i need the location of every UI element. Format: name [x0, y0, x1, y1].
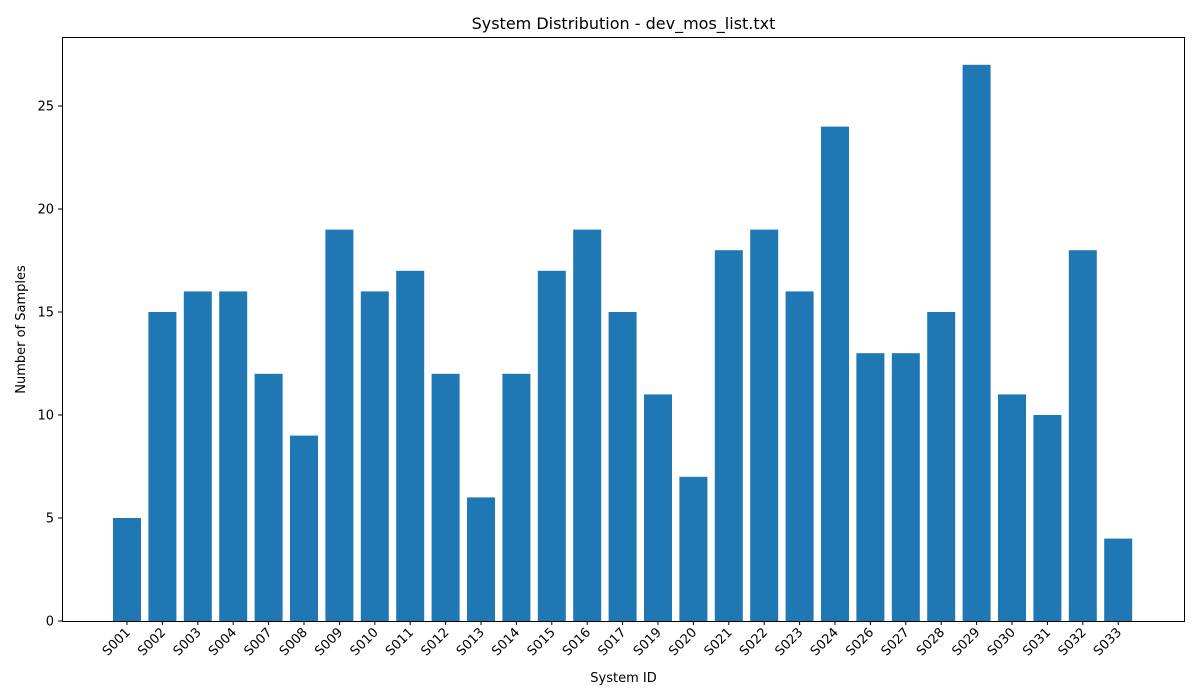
bar-s022	[750, 229, 779, 622]
x-tick-label: S028	[914, 625, 948, 659]
y-axis-label: Number of Samples	[14, 265, 29, 394]
bar-s009	[325, 229, 354, 622]
bar-s013	[467, 497, 495, 621]
y-tick-label: 25	[37, 100, 54, 115]
bar-s020	[679, 476, 708, 621]
chart-title: System Distribution - dev_mos_list.txt	[472, 14, 776, 34]
x-tick-label: S010	[348, 625, 382, 659]
x-axis: S001 S002 S003 S004 S007 S008 S009 S010 S011 S012…	[100, 621, 1125, 659]
x-tick-label: S029	[949, 625, 983, 659]
bar-s008	[290, 435, 318, 621]
plot-frame	[62, 37, 1185, 622]
bar-s001	[113, 518, 141, 621]
bar-s012	[431, 373, 460, 621]
bar-s010	[360, 291, 389, 621]
bar-s029	[962, 64, 991, 621]
y-tick-label: 0	[46, 615, 54, 630]
x-tick-label: S031	[1020, 625, 1054, 659]
x-tick-label: S027	[879, 625, 913, 659]
x-tick-label: S001	[100, 625, 134, 659]
x-tick-label: S020	[666, 625, 700, 659]
x-axis-label: System ID	[590, 671, 656, 686]
x-tick-label: S011	[383, 625, 417, 659]
y-tick-label: 20	[37, 203, 54, 218]
x-tick-label: S032	[1056, 625, 1090, 659]
x-tick-label: S033	[1091, 625, 1125, 659]
bar-s015	[537, 270, 566, 621]
x-tick-label: S012	[418, 625, 452, 659]
x-tick-label: S019	[631, 625, 665, 659]
bar-s021	[714, 250, 743, 621]
x-tick-label: S017	[595, 625, 629, 659]
y-tick-label: 10	[37, 409, 54, 424]
bar-s023	[785, 291, 814, 621]
bar-s031	[1033, 415, 1062, 621]
bar-s019	[644, 394, 672, 621]
x-tick-label: S021	[702, 625, 736, 659]
bar-s007	[254, 373, 283, 621]
bar-s017	[608, 312, 637, 621]
bar-s026	[856, 353, 885, 621]
bar-s002	[148, 312, 177, 621]
x-tick-label: S030	[985, 625, 1019, 659]
y-axis: 0 5 10 15 20 25	[37, 100, 62, 630]
bar-s011	[396, 270, 425, 621]
x-tick-label: S002	[135, 625, 169, 659]
bar-s024	[821, 126, 849, 622]
x-tick-label: S003	[171, 625, 205, 659]
x-tick-label: S007	[241, 625, 275, 659]
x-tick-label: S014	[489, 625, 523, 659]
x-tick-label: S013	[454, 625, 488, 659]
x-tick-label: S016	[560, 625, 594, 659]
x-tick-label: S009	[312, 625, 346, 659]
x-tick-label: S024	[808, 625, 842, 659]
bar-s030	[998, 394, 1026, 621]
x-tick-label: S022	[737, 625, 771, 659]
x-tick-label: S015	[525, 625, 559, 659]
bars	[113, 64, 1133, 622]
bar-s003	[183, 291, 212, 621]
bar-s033	[1104, 538, 1133, 621]
x-tick-label: S004	[206, 625, 240, 659]
bar-s016	[573, 229, 602, 622]
bar-s004	[219, 291, 248, 621]
x-tick-label: S023	[772, 625, 806, 659]
bar-s027	[891, 353, 920, 621]
bar-s032	[1068, 250, 1097, 621]
x-tick-label: S026	[843, 625, 877, 659]
bar-s028	[927, 312, 956, 621]
x-tick-label: S008	[277, 625, 311, 659]
bar-s014	[502, 373, 531, 621]
y-tick-label: 15	[37, 306, 54, 321]
y-tick-label: 5	[46, 512, 54, 527]
